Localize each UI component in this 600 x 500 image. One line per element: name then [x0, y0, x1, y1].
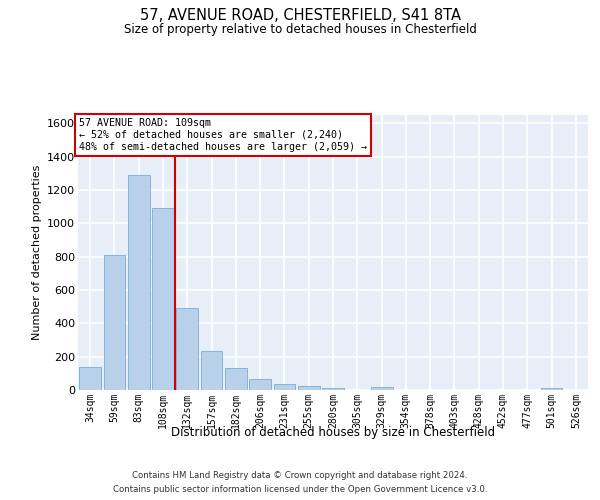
Bar	[128, 174, 149, 390]
Bar	[371, 387, 392, 390]
Bar	[176, 308, 198, 390]
Bar	[104, 254, 125, 390]
Bar	[541, 388, 562, 390]
Text: 57, AVENUE ROAD, CHESTERFIELD, S41 8TA: 57, AVENUE ROAD, CHESTERFIELD, S41 8TA	[139, 8, 461, 22]
Bar	[200, 351, 223, 390]
Text: Distribution of detached houses by size in Chesterfield: Distribution of detached houses by size …	[171, 426, 495, 439]
Text: Contains HM Land Registry data © Crown copyright and database right 2024.: Contains HM Land Registry data © Crown c…	[132, 472, 468, 480]
Bar	[298, 386, 320, 390]
Bar	[322, 388, 344, 390]
Bar	[225, 368, 247, 390]
Text: Size of property relative to detached houses in Chesterfield: Size of property relative to detached ho…	[124, 22, 476, 36]
Bar	[249, 379, 271, 390]
Bar	[152, 208, 174, 390]
Y-axis label: Number of detached properties: Number of detached properties	[32, 165, 41, 340]
Bar	[274, 384, 295, 390]
Bar	[79, 367, 101, 390]
Text: Contains public sector information licensed under the Open Government Licence v3: Contains public sector information licen…	[113, 484, 487, 494]
Text: 57 AVENUE ROAD: 109sqm
← 52% of detached houses are smaller (2,240)
48% of semi-: 57 AVENUE ROAD: 109sqm ← 52% of detached…	[79, 118, 367, 152]
